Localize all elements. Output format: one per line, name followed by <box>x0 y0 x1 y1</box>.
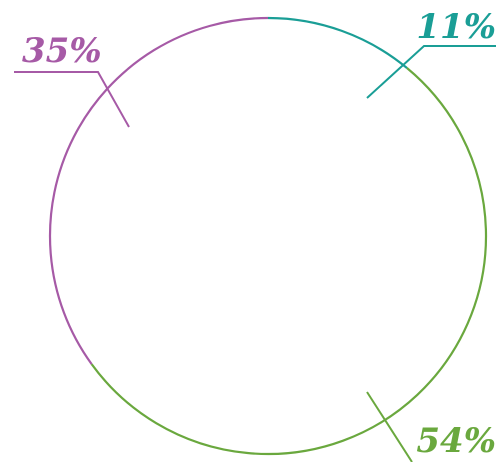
slice-arcs <box>48 16 488 456</box>
slice-labels: 11% 54% 35% <box>22 7 496 461</box>
leader-line-54 <box>366 391 413 462</box>
slice-label-35: 35% <box>22 31 102 71</box>
leader-line-11 <box>366 45 496 99</box>
leader-line-35 <box>14 71 130 128</box>
slice-label-11: 11% <box>416 7 496 47</box>
slice-label-54: 54% <box>416 421 496 461</box>
slice-arc-11 <box>267 16 408 69</box>
slice-arc-54 <box>90 67 488 456</box>
leader-lines <box>14 45 496 462</box>
slice-arc-35 <box>48 16 269 365</box>
